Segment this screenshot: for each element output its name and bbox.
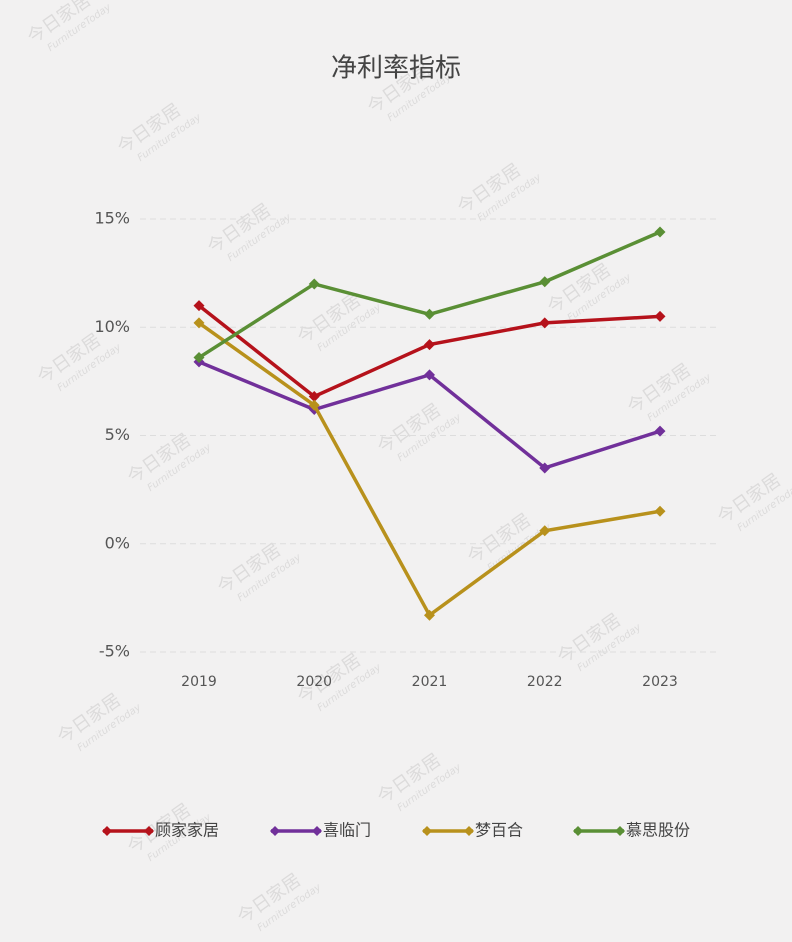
data-point xyxy=(654,310,666,322)
chart-title: 净利率指标 xyxy=(331,54,461,84)
x-tick-label: 2022 xyxy=(527,674,563,690)
legend-marker xyxy=(270,826,280,836)
data-point xyxy=(654,226,666,238)
data-point xyxy=(539,525,551,537)
legend-marker xyxy=(422,826,432,836)
legend-label: 顾家家居 xyxy=(155,821,219,840)
data-point xyxy=(539,317,551,329)
y-tick-label: -5% xyxy=(99,642,130,661)
y-tick-label: 10% xyxy=(94,317,130,336)
data-point xyxy=(193,352,205,364)
data-point xyxy=(308,399,320,411)
data-point xyxy=(308,391,320,403)
data-point xyxy=(424,308,435,320)
y-tick-label: 5% xyxy=(105,425,130,444)
x-tick-label: 2019 xyxy=(181,674,217,690)
x-tick-label: 2023 xyxy=(642,674,678,690)
legend-marker xyxy=(312,826,322,836)
data-point xyxy=(424,609,435,621)
data-point xyxy=(424,369,435,381)
data-point xyxy=(539,276,551,288)
data-point xyxy=(424,339,435,351)
legend-label: 慕思股份 xyxy=(626,821,690,840)
x-tick-label: 2021 xyxy=(412,674,448,690)
legend-label: 梦百合 xyxy=(475,821,523,840)
legend-marker xyxy=(615,826,625,836)
data-point xyxy=(654,425,666,437)
data-point xyxy=(193,300,205,312)
y-tick-label: 15% xyxy=(94,209,130,228)
x-tick-label: 2020 xyxy=(296,674,332,690)
legend-label: 喜临门 xyxy=(323,821,371,840)
data-point xyxy=(308,278,320,290)
legend-marker xyxy=(573,826,583,836)
y-tick-label: 0% xyxy=(105,533,130,552)
legend-marker xyxy=(144,826,154,836)
legend-marker xyxy=(102,826,112,836)
legend-marker xyxy=(464,826,474,836)
data-point xyxy=(654,505,666,517)
data-point xyxy=(193,317,205,329)
data-point xyxy=(539,462,551,474)
